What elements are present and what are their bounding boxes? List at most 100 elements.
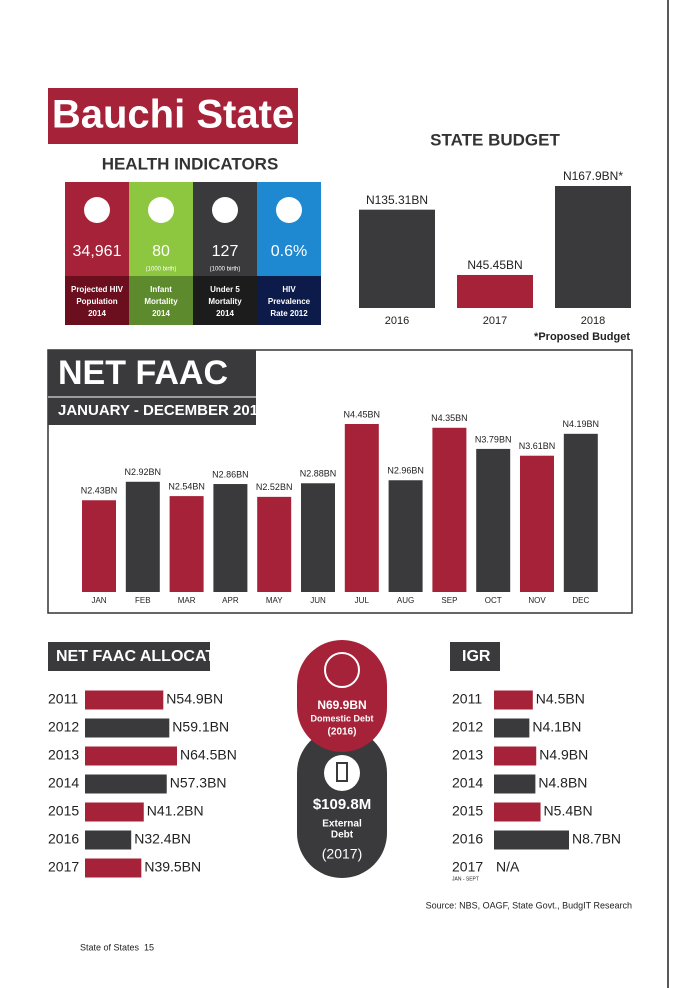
house-icon	[324, 652, 360, 688]
value-label: N8.7BN	[572, 831, 621, 847]
tile-label: 2014	[88, 309, 106, 318]
value-label: N2.92BN	[125, 467, 162, 477]
value-label: N4.35BN	[431, 413, 468, 423]
value-label: N41.2BN	[147, 803, 204, 819]
y-tick-label: 2015	[48, 803, 79, 819]
value-label: N64.5BN	[180, 747, 237, 763]
bar	[169, 496, 204, 592]
tile-value: 0.6%	[271, 243, 307, 260]
category-note: JAN - SEPT	[452, 876, 479, 882]
x-tick-label: MAR	[178, 596, 196, 605]
tile-unit: (1000 birth)	[146, 267, 177, 273]
debt-icon-glyph	[336, 762, 348, 782]
debt-icon	[324, 755, 360, 791]
value-label: N4.5BN	[536, 691, 585, 707]
tile-footer	[129, 276, 193, 325]
tile	[129, 182, 193, 276]
value-label: N2.43BN	[81, 486, 118, 496]
chart-title: NET FAAC	[58, 354, 228, 392]
debt-label: External	[322, 819, 362, 830]
y-tick-label: 2013	[48, 747, 79, 763]
chart-title: STATE BUDGET	[430, 130, 560, 149]
value-label: N2.54BN	[168, 481, 205, 491]
tile-icon	[84, 197, 110, 223]
bar	[85, 802, 144, 822]
y-tick-label: 2016	[452, 831, 483, 847]
tile	[193, 182, 257, 276]
tile-value: 34,961	[73, 243, 122, 260]
bar	[85, 746, 177, 766]
x-tick-label: DEC	[572, 596, 589, 605]
bar	[344, 424, 379, 592]
value-label: N39.5BN	[144, 859, 201, 875]
tile-label: Projected HIV	[71, 285, 124, 294]
tile-label: Rate 2012	[270, 309, 308, 318]
value-label: N2.88BN	[300, 469, 337, 479]
bar	[85, 690, 164, 710]
tile-footer	[257, 276, 321, 325]
igr-header	[450, 642, 500, 671]
value-label: N4.45BN	[344, 409, 381, 419]
bar	[85, 774, 167, 794]
faac-frame	[47, 349, 633, 614]
domestic-debt-pill	[297, 640, 387, 752]
value-label: N4.19BN	[563, 419, 600, 429]
tile-label: Prevalence	[268, 297, 311, 306]
tile-icon	[212, 197, 238, 223]
tile-footer	[65, 276, 129, 325]
value-label: N4.1BN	[532, 719, 581, 735]
y-tick-label: 2014	[48, 775, 79, 791]
value-label: N2.52BN	[256, 482, 293, 492]
tile-label: 2014	[152, 309, 170, 318]
bar	[494, 830, 569, 850]
bar	[494, 774, 536, 794]
bar	[82, 500, 116, 592]
tile-label: Infant	[150, 285, 172, 294]
x-tick-label: JAN	[91, 596, 106, 605]
debt-label: Debt	[331, 830, 354, 841]
debt-year: (2017)	[322, 846, 362, 862]
bar	[213, 484, 248, 592]
x-tick-label: SEP	[441, 596, 457, 605]
y-tick-label: 2011	[48, 691, 78, 707]
debt-label: Domestic Debt	[310, 713, 373, 723]
y-tick-label: 2016	[48, 831, 79, 847]
debt-value: $109.8M	[313, 796, 371, 813]
value-label: N3.79BN	[475, 434, 512, 444]
tile-label: 2014	[216, 309, 234, 318]
x-tick-label: 2016	[385, 315, 409, 327]
x-tick-label: OCT	[485, 596, 502, 605]
bar	[359, 209, 435, 308]
value-label: N45.45BN	[467, 258, 522, 272]
bar	[520, 455, 554, 592]
tile-unit: (1000 birth)	[210, 267, 241, 273]
page-title: Bauchi State	[52, 93, 294, 137]
x-tick-label: AUG	[397, 596, 414, 605]
section-title: HEALTH INDICATORS	[102, 154, 279, 173]
x-tick-label: 2018	[581, 315, 605, 327]
y-tick-label: 2014	[452, 775, 483, 791]
tile-label: HIV	[282, 285, 296, 294]
x-tick-label: NOV	[528, 596, 546, 605]
x-tick-label: 2017	[483, 315, 507, 327]
y-tick-label: 2013	[452, 747, 483, 763]
y-tick-label: 2012	[452, 719, 483, 735]
bar	[457, 274, 533, 308]
bar	[257, 496, 292, 592]
bar	[125, 481, 160, 592]
x-tick-label: JUN	[310, 596, 326, 605]
chart-title: NET FAAC ALLOCATION	[56, 648, 244, 665]
x-tick-label: FEB	[135, 596, 151, 605]
tile-value: 80	[152, 243, 170, 260]
debt-value: N69.9BN	[317, 698, 366, 712]
tile-label: Mortality	[208, 297, 242, 306]
bar	[563, 433, 598, 592]
bar	[85, 858, 142, 878]
value-label: N2.86BN	[212, 469, 249, 479]
bar	[85, 830, 132, 850]
value-label: N135.31BN	[366, 193, 428, 207]
value-label: N2.96BN	[387, 466, 424, 476]
debt-year: (2016)	[328, 727, 357, 738]
bar	[388, 480, 423, 592]
